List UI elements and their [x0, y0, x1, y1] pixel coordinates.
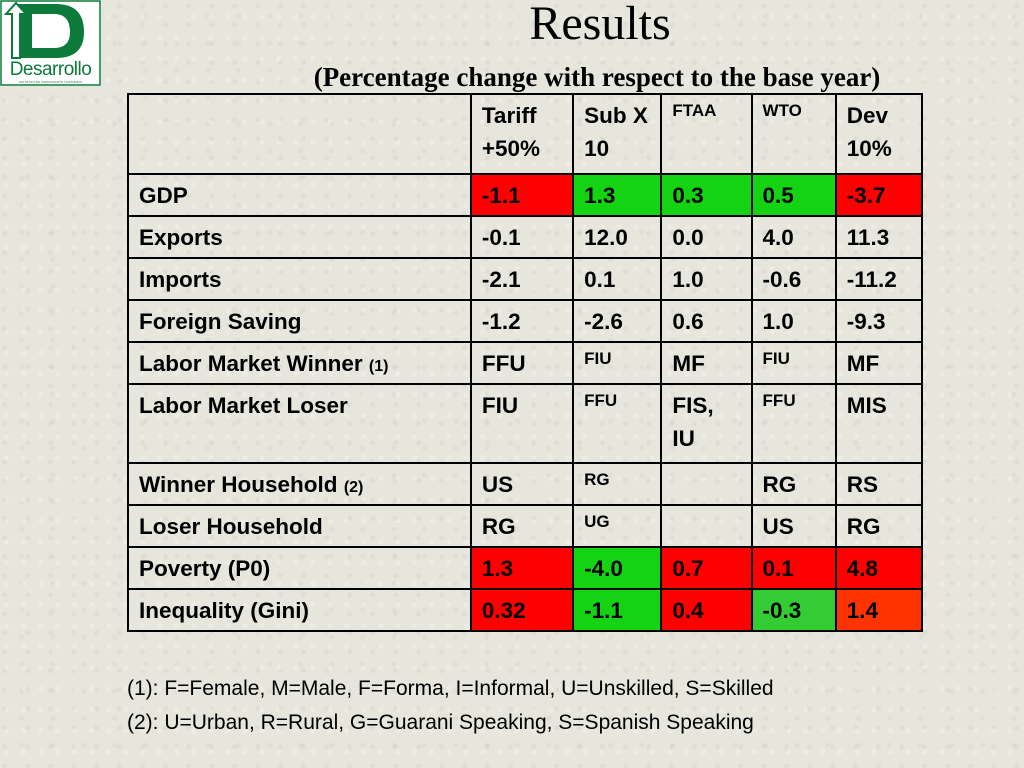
table-cell: 0.5 — [750, 173, 837, 217]
table-cell: 0.3 — [660, 173, 753, 217]
table-cell: -1.1 — [572, 588, 663, 632]
table-cell: 1.4 — [834, 588, 924, 632]
header-tariff: Tariff +50% — [469, 93, 575, 175]
table-cell — [660, 504, 753, 548]
row-label: Labor Market Winner (1) — [127, 341, 472, 385]
header-row: Tariff +50% Sub X 10 FTAA WTO Dev 10% — [127, 93, 924, 175]
table-cell: 4.8 — [834, 546, 924, 590]
table-cell: FFU — [469, 341, 575, 385]
table-cell: FIU — [750, 341, 837, 385]
table-cell: 0.1 — [750, 546, 837, 590]
table-cell: US — [750, 504, 837, 548]
footnote-2: (2): U=Urban, R=Rural, G=Guarani Speakin… — [127, 711, 754, 734]
table-cell: 1.3 — [469, 546, 575, 590]
row-label-text: Loser Household — [139, 514, 323, 539]
row-label-text: Inequality (Gini) — [139, 598, 310, 623]
table-cell: -1.2 — [469, 299, 575, 343]
table-cell: -1.1 — [469, 173, 575, 217]
row-label: Exports — [127, 215, 472, 259]
row-label: Inequality (Gini) — [127, 588, 472, 632]
table-cell: MIS — [834, 383, 924, 464]
table-cell: 4.0 — [750, 215, 837, 259]
table-cell: 12.0 — [572, 215, 663, 259]
table-cell: -11.2 — [834, 257, 924, 301]
table-row: Foreign Saving -1.2 -2.6 0.6 1.0 -9.3 — [127, 299, 924, 343]
row-label: Loser Household — [127, 504, 472, 548]
table-cell: 0.6 — [660, 299, 753, 343]
table-cell: MF — [660, 341, 753, 385]
table-cell: 0.32 — [469, 588, 575, 632]
row-label: GDP — [127, 173, 472, 217]
table-cell: FIS, IU — [660, 383, 753, 464]
table-cell: RG — [469, 504, 575, 548]
table-row: Imports -2.1 0.1 1.0 -0.6 -11.2 — [127, 257, 924, 301]
slide-subtitle: (Percentage change with respect to the b… — [313, 62, 881, 92]
table-cell: US — [469, 462, 575, 506]
results-table: Tariff +50% Sub X 10 FTAA WTO Dev 10% GD… — [127, 93, 924, 632]
table-cell: FIU — [469, 383, 575, 464]
row-label-footnote-marker: (1) — [368, 358, 389, 375]
table-cell: UG — [572, 504, 663, 548]
logo-graphic — [0, 0, 101, 86]
logo-wordmark: Desarrollo — [9, 59, 92, 80]
row-label-text: Winner Household — [139, 472, 338, 497]
logo-tagline: INSTITUTO DE CAPACITACIÓN Y ESTUDIOS — [19, 80, 82, 84]
table-cell: 11.3 — [834, 215, 924, 259]
footnote-1: (1): F=Female, M=Male, F=Forma, I=Inform… — [127, 677, 774, 700]
header-sub: Sub X 10 — [572, 93, 663, 175]
table-cell: -0.6 — [750, 257, 837, 301]
row-label-text: GDP — [139, 183, 188, 208]
table-cell: 1.3 — [572, 173, 663, 217]
table-row: GDP -1.1 1.3 0.3 0.5 -3.7 — [127, 173, 924, 217]
table-cell: MF — [834, 341, 924, 385]
row-label: Imports — [127, 257, 472, 301]
row-label: Winner Household (2) — [127, 462, 472, 506]
row-label: Poverty (P0) — [127, 546, 472, 590]
table-row: Labor Market Loser FIU FFU FIS, IU FFU MIS — [127, 383, 924, 464]
table-cell: -0.3 — [750, 588, 837, 632]
table-cell: -0.1 — [469, 215, 575, 259]
table-cell: 0.1 — [572, 257, 663, 301]
table-cell: FFU — [572, 383, 663, 464]
table-cell: -9.3 — [834, 299, 924, 343]
table-cell: -2.1 — [469, 257, 575, 301]
row-label: Foreign Saving — [127, 299, 472, 343]
table-row: Inequality (Gini) 0.32 -1.1 0.4 -0.3 1.4 — [127, 588, 924, 632]
row-label-text: Imports — [139, 267, 222, 292]
table-cell: 1.0 — [750, 299, 837, 343]
header-dev: Dev 10% — [834, 93, 924, 175]
row-label-text: Poverty (P0) — [139, 556, 271, 581]
row-label-text: Exports — [139, 225, 223, 250]
table-cell — [660, 462, 753, 506]
table-cell: 0.7 — [660, 546, 753, 590]
table-cell: FFU — [750, 383, 837, 464]
table-cell: RS — [834, 462, 924, 506]
table-cell: RG — [834, 504, 924, 548]
desarrollo-logo: Desarrollo INSTITUTO DE CAPACITACIÓN Y E… — [0, 0, 101, 86]
table-cell: -4.0 — [572, 546, 663, 590]
header-ftaa: FTAA — [660, 93, 753, 175]
table-cell: -3.7 — [834, 173, 924, 217]
table-cell: 1.0 — [660, 257, 753, 301]
table-row: Labor Market Winner (1) FFU FIU MF FIU MF — [127, 341, 924, 385]
row-label-footnote-marker: (2) — [343, 479, 364, 496]
slide-title: Results — [529, 0, 671, 50]
table-cell: -2.6 — [572, 299, 663, 343]
row-label-text: Labor Market Winner — [139, 351, 363, 376]
table-cell: FIU — [572, 341, 663, 385]
header-wto: WTO — [750, 93, 837, 175]
table-row: Loser Household RG UG US RG — [127, 504, 924, 548]
table-cell: RG — [572, 462, 663, 506]
table-row: Exports -0.1 12.0 0.0 4.0 11.3 — [127, 215, 924, 259]
table-cell: RG — [750, 462, 837, 506]
row-label: Labor Market Loser — [127, 383, 472, 464]
table-row: Winner Household (2) US RG RG RS — [127, 462, 924, 506]
row-label-text: Foreign Saving — [139, 309, 302, 334]
table-cell: 0.0 — [660, 215, 753, 259]
table-cell: 0.4 — [660, 588, 753, 632]
table-row: Poverty (P0) 1.3 -4.0 0.7 0.1 4.8 — [127, 546, 924, 590]
row-label-text: Labor Market Loser — [139, 393, 348, 418]
header-empty — [127, 93, 472, 175]
